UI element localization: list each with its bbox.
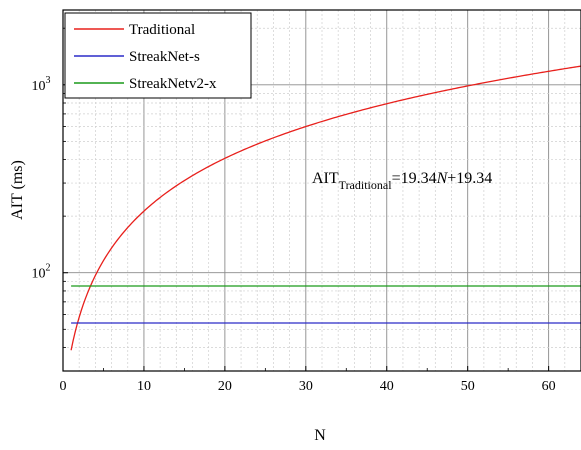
axis-ticks: 0 10 20 30 40 50 60 102 103 xyxy=(32,27,556,394)
legend-label-2: StreakNetv2-x xyxy=(129,76,217,92)
x-tick-label: 50 xyxy=(461,379,475,394)
x-tick-label: 0 xyxy=(60,379,67,394)
series-lines xyxy=(70,65,581,351)
x-tick-label: 60 xyxy=(542,379,556,394)
y-tick-label: 102 xyxy=(32,263,51,282)
y-tick-label: 103 xyxy=(32,75,51,94)
y-axis-title: AIT (ms) xyxy=(9,160,26,220)
formula-annotation: AITTraditional=19.34N+19.34 xyxy=(312,170,492,192)
x-tick-label: 40 xyxy=(380,379,394,394)
legend: Traditional StreakNet-s StreakNetv2-x xyxy=(64,12,252,99)
legend-label-0: Traditional xyxy=(129,22,195,38)
x-tick-label: 20 xyxy=(218,379,232,394)
series-line-0 xyxy=(70,65,581,351)
x-tick-label: 30 xyxy=(299,379,313,394)
x-axis-title: N xyxy=(314,427,326,444)
formula-subscript: Traditional xyxy=(339,178,393,192)
legend-label-1: StreakNet-s xyxy=(129,49,200,65)
x-tick-label: 10 xyxy=(137,379,151,394)
plot-frame xyxy=(62,9,581,372)
